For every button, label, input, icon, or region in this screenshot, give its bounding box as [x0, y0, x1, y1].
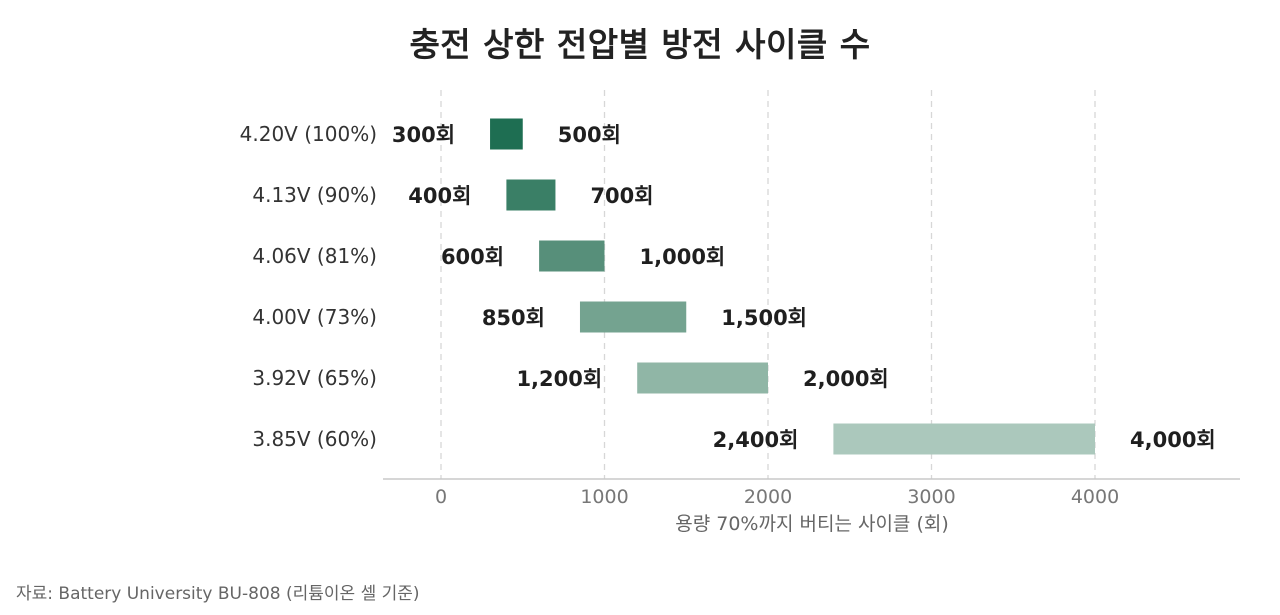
- x-tick-label: 3000: [907, 486, 955, 508]
- low-value-label: 600회: [441, 245, 504, 269]
- low-value-label: 850회: [482, 306, 545, 330]
- range-bar: [833, 423, 1095, 455]
- chart-title: 충전 상한 전압별 방전 사이클 수: [409, 25, 871, 64]
- data-labels: 300회 500회 400회 700회 600회 1,000회 850회 1,500회 1,20…: [392, 123, 1216, 452]
- low-value-label: 1,200회: [516, 367, 602, 391]
- high-value-label: 1,500회: [721, 306, 807, 330]
- low-value-label: 400회: [408, 184, 471, 208]
- high-value-label: 700회: [590, 184, 653, 208]
- range-bar: [637, 362, 768, 394]
- x-tick-label: 1000: [580, 486, 628, 508]
- source-note: 자료: Battery University BU-808 (리튬이온 셀 기준…: [16, 584, 420, 604]
- x-tick-label: 2000: [744, 486, 792, 508]
- category-label: 4.06V (81%): [252, 244, 377, 268]
- high-value-label: 1,000회: [640, 245, 726, 269]
- low-value-label: 300회: [392, 123, 455, 147]
- x-axis: 0 1000 2000 3000 4000: [383, 478, 1240, 508]
- x-tick-label: 0: [435, 486, 447, 508]
- category-label: 4.00V (73%): [252, 305, 377, 329]
- range-bar: [490, 118, 523, 150]
- chart-plot: 0 1000 2000 3000 4000 300회 500회 400회 700회 600회 1,…: [240, 90, 1240, 535]
- category-label: 3.85V (60%): [252, 427, 377, 451]
- range-bar: [506, 179, 556, 211]
- category-label: 4.20V (100%): [240, 122, 377, 146]
- high-value-label: 500회: [558, 123, 621, 147]
- low-value-label: 2,400회: [713, 428, 799, 452]
- x-axis-label: 용량 70%까지 버티는 사이클 (회): [675, 513, 949, 535]
- category-label: 3.92V (65%): [252, 366, 377, 390]
- high-value-label: 4,000회: [1130, 428, 1216, 452]
- grid-lines: [440, 90, 1096, 479]
- high-value-label: 2,000회: [803, 367, 889, 391]
- category-labels: 4.20V (100%) 4.13V (90%) 4.06V (81%) 4.00V …: [240, 122, 377, 451]
- x-tick-label: 4000: [1071, 486, 1119, 508]
- range-bar: [579, 301, 687, 333]
- category-label: 4.13V (90%): [252, 183, 377, 207]
- bar-series: [490, 118, 1095, 455]
- range-bar: [539, 240, 605, 272]
